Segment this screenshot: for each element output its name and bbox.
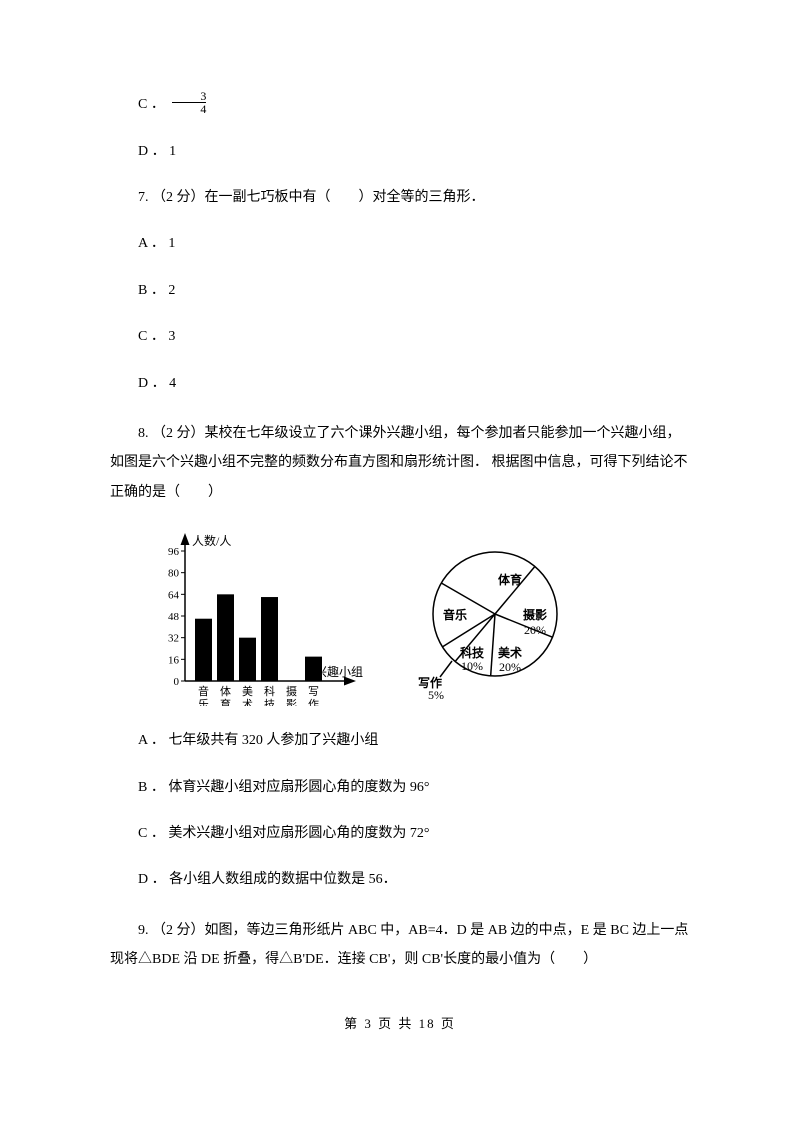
svg-text:美: 美 xyxy=(242,685,253,698)
svg-text:音乐: 音乐 xyxy=(443,607,467,622)
option-8d: D ． 各小组人数组成的数据中位数是 56． xyxy=(110,869,690,891)
option-7c: C ． 3 xyxy=(110,326,690,348)
option-7d: D ． 4 xyxy=(110,373,690,395)
svg-text:音: 音 xyxy=(198,684,209,698)
svg-text:影: 影 xyxy=(286,698,297,706)
fraction-icon: 3 4 xyxy=(172,90,206,115)
svg-text:美术: 美术 xyxy=(498,645,522,660)
bar-chart: 人数/人 兴趣小组 0 16 32 48 64 80 96 音乐 体育 美术 科技 摄影 写作 xyxy=(140,531,370,706)
svg-text:96: 96 xyxy=(168,546,180,558)
svg-text:80: 80 xyxy=(168,568,180,580)
svg-text:48: 48 xyxy=(168,611,180,623)
svg-text:乐: 乐 xyxy=(198,698,209,706)
svg-text:16: 16 xyxy=(168,654,180,666)
svg-text:摄: 摄 xyxy=(286,684,297,698)
svg-text:写: 写 xyxy=(308,686,319,698)
pie-chart: 体育摄影20%美术20%科技10%写作5%音乐 xyxy=(400,539,590,699)
option-8a: A ． 七年级共有 320 人参加了兴趣小组 xyxy=(110,730,690,752)
option-8c: C ． 美术兴趣小组对应扇形圆心角的度数为 72° xyxy=(110,823,690,845)
y-axis-label: 人数/人 xyxy=(192,533,231,548)
svg-text:科: 科 xyxy=(264,684,275,698)
svg-text:技: 技 xyxy=(264,698,275,706)
option-6c-prefix: C ． xyxy=(138,97,165,112)
x-axis-label: 兴趣小组 xyxy=(315,664,363,679)
svg-text:10%: 10% xyxy=(461,659,483,673)
option-8b: B ． 体育兴趣小组对应扇形圆心角的度数为 96° xyxy=(110,777,690,799)
option-7b: B ． 2 xyxy=(110,280,690,302)
svg-text:体育: 体育 xyxy=(498,572,522,587)
svg-text:育: 育 xyxy=(220,697,231,706)
svg-text:体: 体 xyxy=(220,684,231,698)
svg-text:摄影: 摄影 xyxy=(523,607,547,622)
question-8: 8. （2 分）某校在七年级设立了六个课外兴趣小组，每个参加者只能参加一个兴趣小… xyxy=(110,419,690,507)
svg-text:20%: 20% xyxy=(499,660,521,674)
figure-row: 人数/人 兴趣小组 0163248648096 音乐体育美术科技摄影写作 体育摄… xyxy=(140,531,690,706)
svg-text:5%: 5% xyxy=(428,688,444,699)
option-7a: A ． 1 xyxy=(110,233,690,255)
svg-text:64: 64 xyxy=(168,589,180,601)
svg-text:科技: 科技 xyxy=(460,645,485,660)
option-6c: C ． 3 4 xyxy=(110,90,690,117)
page-number: 第 3 页 共 18 页 xyxy=(110,1014,690,1035)
svg-text:32: 32 xyxy=(168,633,179,645)
svg-text:20%: 20% xyxy=(524,623,546,637)
option-6d: D ． 1 xyxy=(110,141,690,163)
svg-text:0: 0 xyxy=(174,676,180,688)
question-9: 9. （2 分）如图，等边三角形纸片 ABC 中，AB=4．D 是 AB 边的中… xyxy=(110,916,690,975)
svg-text:作: 作 xyxy=(308,698,319,706)
question-7: 7. （2 分）在一副七巧板中有（ ）对全等的三角形． xyxy=(110,187,690,209)
svg-text:术: 术 xyxy=(242,698,253,706)
